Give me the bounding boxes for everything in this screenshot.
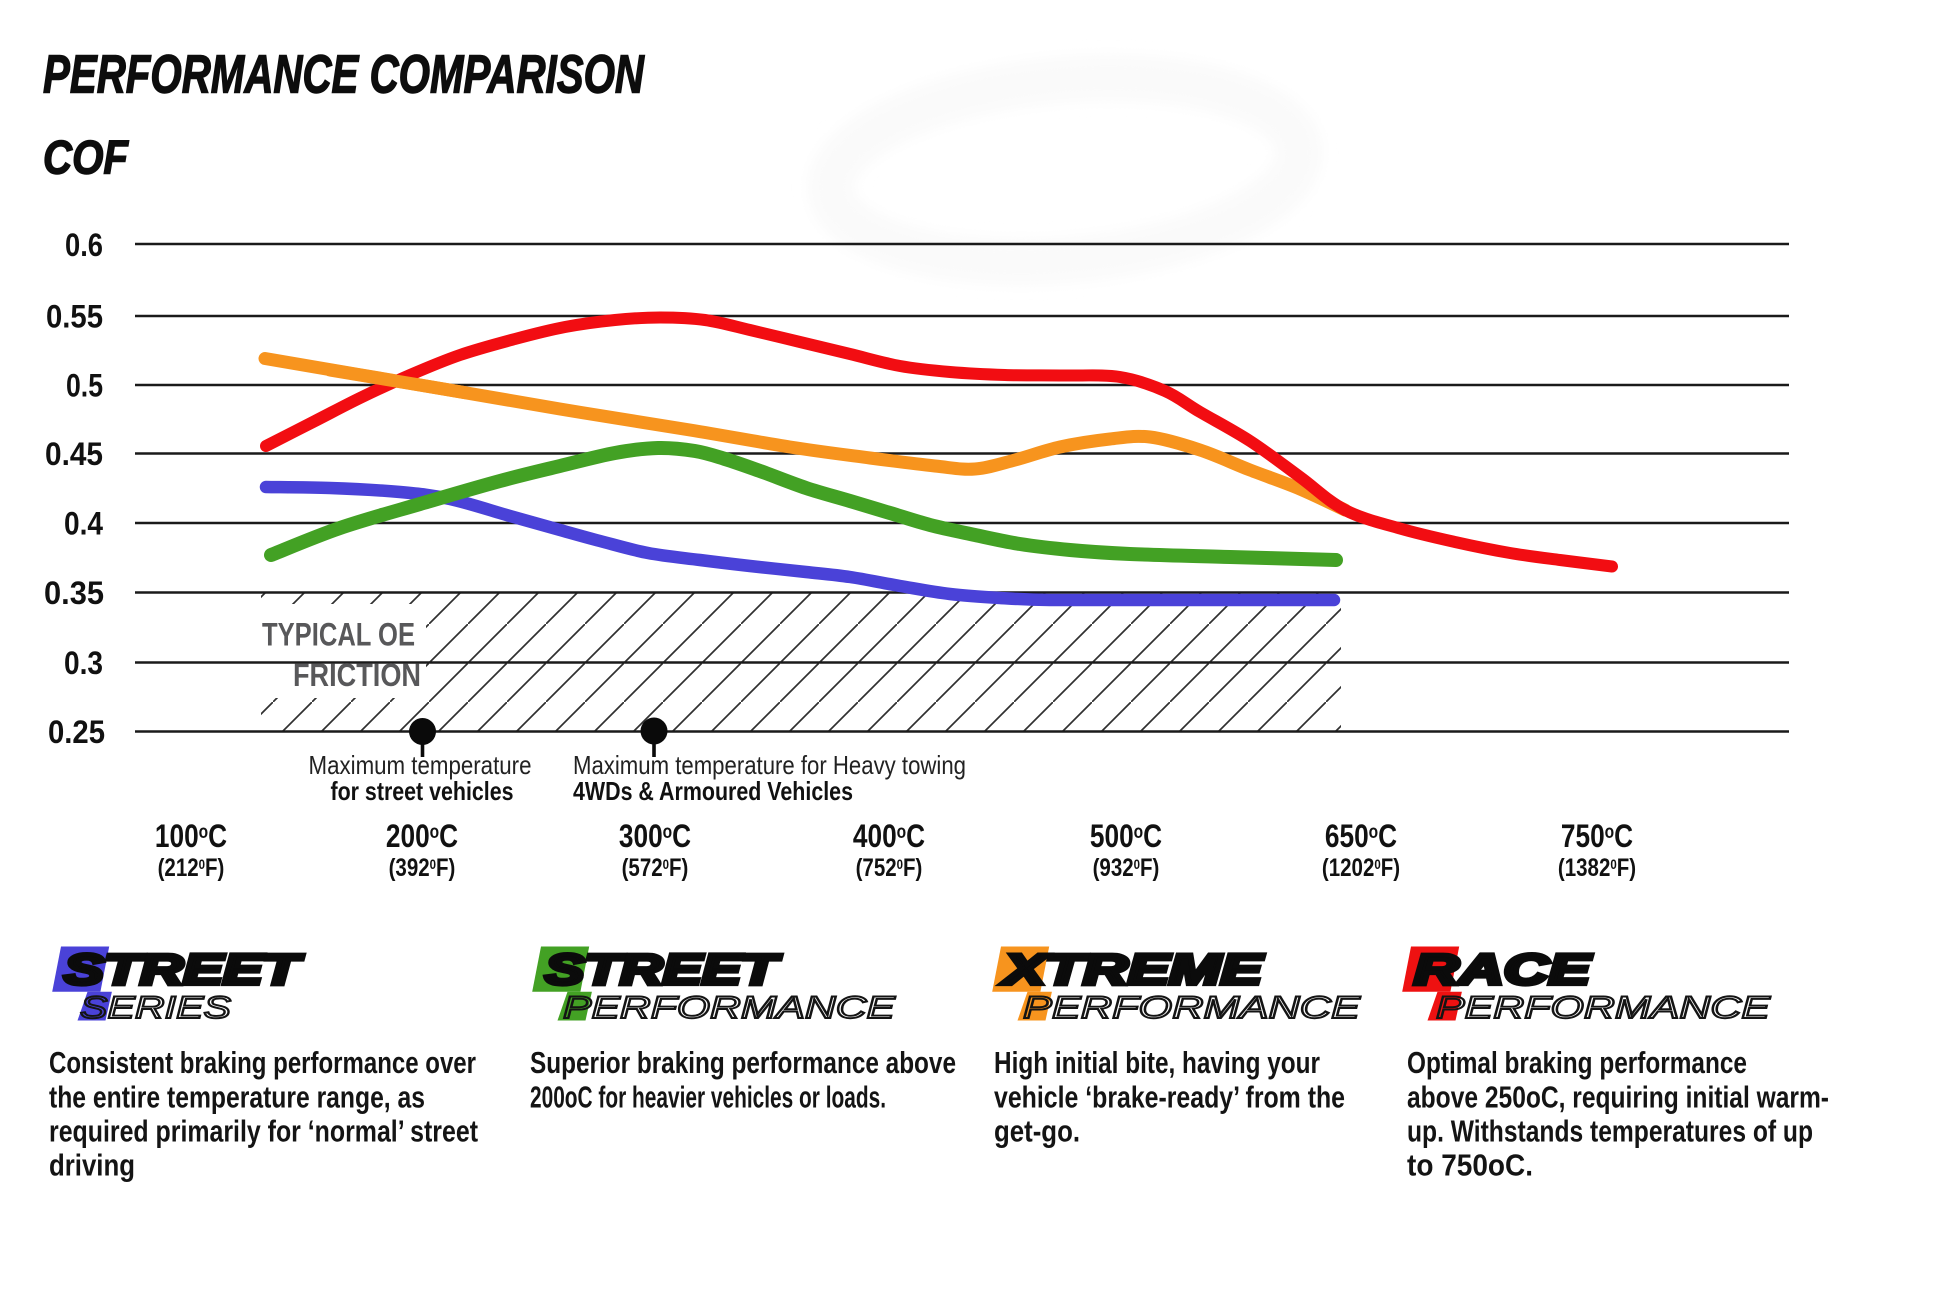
svg-text:RACE: RACE	[1414, 946, 1592, 994]
svg-text:for street vehicles: for street vehicles	[331, 776, 514, 806]
svg-text:XTREME: XTREME	[1001, 946, 1264, 994]
svg-text:PERFORMANCE: PERFORMANCE	[563, 989, 896, 1025]
svg-text:0.45: 0.45	[45, 436, 103, 472]
svg-text:COF: COF	[43, 131, 129, 184]
svg-text:0.25: 0.25	[48, 714, 105, 750]
svg-text:Consistent braking performance: Consistent braking performance over	[49, 1045, 476, 1080]
svg-text:(12020F): (12020F)	[1322, 853, 1400, 881]
svg-text:FRICTION: FRICTION	[293, 657, 421, 693]
svg-text:Optimal braking performance: Optimal braking performance	[1407, 1045, 1747, 1080]
svg-text:driving: driving	[49, 1148, 135, 1183]
svg-text:Maximum temperature: Maximum temperature	[309, 750, 532, 780]
svg-text:Superior braking performance a: Superior braking performance above	[530, 1045, 956, 1080]
svg-text:200oC for heavier vehicles or: 200oC for heavier vehicles or loads.	[530, 1080, 886, 1115]
svg-text:required primarily for ‘normal: required primarily for ‘normal’ street	[49, 1114, 478, 1149]
svg-text:get-go.: get-go.	[994, 1114, 1080, 1149]
svg-text:650oC: 650oC	[1325, 820, 1397, 855]
svg-text:0.6: 0.6	[65, 227, 103, 263]
svg-text:up. Withstands temperatures of: up. Withstands temperatures of up	[1407, 1114, 1813, 1149]
svg-text:PERFORMANCE: PERFORMANCE	[1023, 989, 1361, 1025]
svg-text:vehicle ‘brake-ready’ from the: vehicle ‘brake-ready’ from the	[994, 1080, 1345, 1115]
svg-text:Maximum temperature for Heavy: Maximum temperature for Heavy towing	[573, 750, 966, 780]
svg-text:(13820F): (13820F)	[1558, 853, 1636, 881]
svg-text:PERFORMANCE COMPARISON: PERFORMANCE COMPARISON	[43, 46, 645, 105]
svg-text:200oC: 200oC	[386, 820, 458, 855]
svg-text:the entire temperature range,: the entire temperature range, as	[49, 1080, 425, 1115]
svg-text:PERFORMANCE: PERFORMANCE	[1436, 989, 1771, 1025]
svg-text:High initial bite, having your: High initial bite, having your	[994, 1045, 1320, 1080]
svg-text:SERIES: SERIES	[80, 989, 231, 1025]
svg-text:(7520F): (7520F)	[856, 853, 923, 881]
svg-text:4WDs & Armoured Vehicles: 4WDs & Armoured Vehicles	[573, 776, 853, 806]
svg-text:0.4: 0.4	[64, 506, 103, 542]
svg-text:400oC: 400oC	[853, 820, 925, 855]
svg-text:STREET: STREET	[64, 946, 304, 994]
svg-text:(5720F): (5720F)	[622, 853, 689, 881]
svg-text:500oC: 500oC	[1090, 820, 1162, 855]
svg-text:(2120F): (2120F)	[158, 853, 225, 881]
svg-text:100oC: 100oC	[155, 820, 227, 855]
svg-text:0.5: 0.5	[66, 368, 103, 404]
svg-text:0.55: 0.55	[46, 299, 103, 335]
svg-text:(3920F): (3920F)	[389, 853, 456, 881]
svg-text:above 250oC, requiring initial: above 250oC, requiring initial warm-	[1407, 1080, 1829, 1115]
svg-text:300oC: 300oC	[619, 820, 691, 855]
svg-text:(9320F): (9320F)	[1093, 853, 1160, 881]
svg-text:TYPICAL OE: TYPICAL OE	[262, 617, 415, 653]
svg-text:STREET: STREET	[545, 946, 782, 994]
svg-text:750oC: 750oC	[1561, 820, 1633, 855]
svg-text:0.3: 0.3	[64, 645, 103, 681]
svg-text:0.35: 0.35	[44, 575, 104, 611]
svg-text:to 750oC.: to 750oC.	[1407, 1148, 1533, 1183]
